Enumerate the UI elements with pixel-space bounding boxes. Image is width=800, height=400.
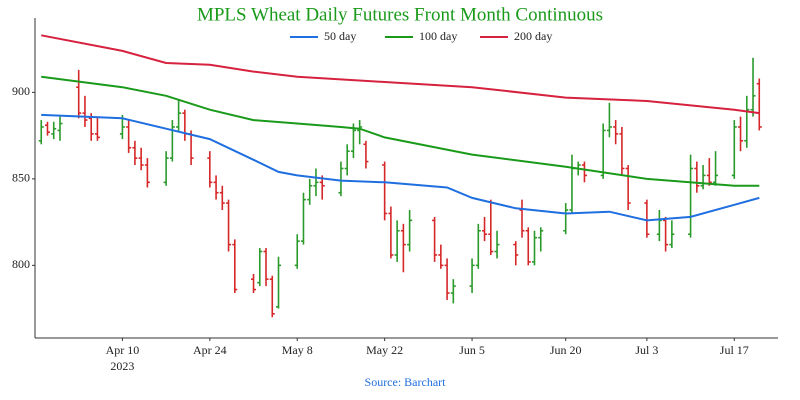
x-tick-label: Jun 20 [550, 343, 582, 357]
x-axis-label: Source: Barchart [365, 375, 447, 389]
legend-label: 50 day [324, 29, 356, 43]
x-tick-label: Apr 10 [106, 343, 140, 357]
legend-label: 100 day [419, 29, 457, 43]
ma-line [41, 75, 760, 187]
ma-line [41, 34, 760, 115]
x-tick-label: Jul 3 [635, 343, 658, 357]
x-tick-label: May 8 [282, 343, 313, 357]
x-tick-label: Jul 17 [720, 343, 749, 357]
y-tick-label: 850 [12, 171, 30, 185]
x-tick-label: Apr 24 [193, 343, 227, 357]
y-tick-label: 800 [12, 257, 30, 271]
x-tick-year: 2023 [110, 359, 134, 373]
chart-title: MPLS Wheat Daily Futures Front Month Con… [197, 4, 603, 25]
y-tick-label: 900 [12, 84, 30, 98]
ma-line [41, 113, 760, 222]
legend-label: 200 day [514, 29, 552, 43]
x-tick-label: May 22 [366, 343, 403, 357]
x-tick-label: Jun 5 [459, 343, 485, 357]
